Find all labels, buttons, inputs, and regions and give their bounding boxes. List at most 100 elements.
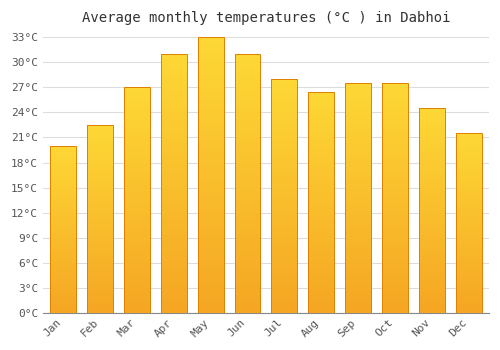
Bar bbox=[456, 166, 481, 169]
Bar bbox=[124, 281, 150, 286]
Bar bbox=[272, 191, 297, 196]
Bar bbox=[272, 145, 297, 149]
Bar bbox=[124, 245, 150, 250]
Bar bbox=[50, 253, 76, 256]
Bar bbox=[308, 255, 334, 260]
Bar bbox=[419, 125, 444, 129]
Bar bbox=[198, 54, 224, 60]
Bar bbox=[345, 161, 371, 166]
Bar bbox=[161, 126, 186, 132]
Bar bbox=[124, 286, 150, 290]
Bar bbox=[234, 126, 260, 132]
Bar bbox=[308, 198, 334, 202]
Bar bbox=[234, 225, 260, 230]
Bar bbox=[50, 223, 76, 226]
Bar bbox=[272, 177, 297, 182]
Bar bbox=[419, 309, 444, 313]
Bar bbox=[419, 259, 444, 264]
Bar bbox=[382, 175, 408, 180]
Bar bbox=[161, 137, 186, 142]
Bar bbox=[161, 235, 186, 240]
Bar bbox=[308, 220, 334, 224]
Bar bbox=[308, 202, 334, 206]
Bar bbox=[419, 158, 444, 161]
Bar bbox=[198, 203, 224, 208]
Bar bbox=[124, 227, 150, 232]
Bar bbox=[272, 163, 297, 168]
Bar bbox=[345, 143, 371, 147]
Bar bbox=[382, 230, 408, 235]
Bar bbox=[198, 186, 224, 191]
Bar bbox=[308, 162, 334, 167]
Bar bbox=[234, 307, 260, 313]
Bar bbox=[234, 75, 260, 80]
Bar bbox=[124, 196, 150, 200]
Bar bbox=[161, 287, 186, 292]
Bar bbox=[345, 248, 371, 253]
Bar bbox=[456, 280, 481, 284]
Bar bbox=[124, 204, 150, 209]
Bar bbox=[272, 154, 297, 159]
Bar bbox=[234, 183, 260, 189]
Bar bbox=[198, 191, 224, 197]
Bar bbox=[124, 304, 150, 308]
Bar bbox=[50, 282, 76, 286]
Bar bbox=[382, 203, 408, 207]
Bar bbox=[198, 159, 224, 164]
Bar bbox=[308, 260, 334, 264]
Bar bbox=[419, 166, 444, 170]
Bar bbox=[161, 168, 186, 173]
Bar bbox=[198, 131, 224, 136]
Bar bbox=[198, 197, 224, 203]
Bar bbox=[161, 225, 186, 230]
Bar bbox=[50, 309, 76, 313]
Bar bbox=[345, 258, 371, 262]
Bar bbox=[345, 120, 371, 125]
Bar bbox=[198, 70, 224, 76]
Bar bbox=[161, 80, 186, 85]
Bar bbox=[456, 223, 481, 226]
Bar bbox=[419, 108, 444, 112]
Bar bbox=[308, 122, 334, 127]
Bar bbox=[419, 141, 444, 145]
Bar bbox=[50, 216, 76, 219]
Bar bbox=[345, 88, 371, 92]
Bar bbox=[345, 285, 371, 290]
Bar bbox=[234, 80, 260, 85]
Bar bbox=[161, 183, 186, 189]
Bar bbox=[456, 266, 481, 270]
Bar bbox=[456, 137, 481, 140]
Bar bbox=[234, 96, 260, 100]
Bar bbox=[87, 275, 113, 279]
Bar bbox=[456, 237, 481, 241]
Bar bbox=[308, 100, 334, 105]
Bar bbox=[124, 223, 150, 227]
Bar bbox=[87, 140, 113, 144]
Bar bbox=[456, 219, 481, 223]
Bar bbox=[161, 173, 186, 178]
Bar bbox=[308, 242, 334, 246]
Bar bbox=[345, 276, 371, 281]
Bar bbox=[87, 133, 113, 136]
Bar bbox=[234, 302, 260, 307]
Bar bbox=[308, 184, 334, 189]
Bar bbox=[124, 268, 150, 272]
Bar bbox=[198, 181, 224, 186]
Bar bbox=[124, 240, 150, 245]
Bar bbox=[161, 230, 186, 235]
Bar bbox=[272, 243, 297, 247]
Bar bbox=[234, 168, 260, 173]
Bar bbox=[382, 248, 408, 253]
Bar bbox=[456, 162, 481, 166]
Bar bbox=[345, 83, 371, 88]
Bar bbox=[308, 158, 334, 162]
Bar bbox=[161, 100, 186, 106]
Bar bbox=[456, 176, 481, 180]
Bar bbox=[345, 294, 371, 299]
Bar bbox=[198, 37, 224, 313]
Bar bbox=[308, 277, 334, 282]
Bar bbox=[50, 146, 76, 313]
Bar bbox=[87, 253, 113, 256]
Bar bbox=[419, 219, 444, 223]
Bar bbox=[161, 152, 186, 158]
